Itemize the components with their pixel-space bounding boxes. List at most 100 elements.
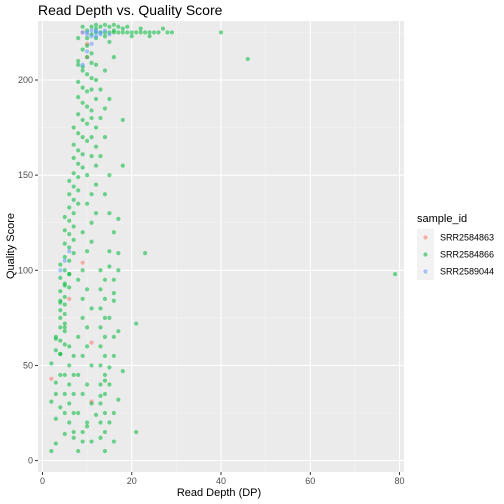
data-point-series-1 bbox=[76, 148, 81, 153]
data-point-series-1 bbox=[71, 391, 76, 397]
data-point-series-1 bbox=[62, 311, 67, 317]
data-point-series-1 bbox=[71, 372, 76, 378]
data-point-series-1 bbox=[89, 192, 94, 197]
data-point-series-1 bbox=[49, 448, 54, 454]
data-point-series-1 bbox=[102, 378, 108, 383]
data-point-series-1 bbox=[169, 30, 175, 35]
data-point-series-1 bbox=[93, 412, 99, 418]
data-point-series-1 bbox=[93, 62, 99, 67]
data-point-series-1 bbox=[80, 268, 85, 273]
data-point-series-1 bbox=[102, 296, 108, 301]
data-point-series-1 bbox=[84, 201, 90, 206]
x-axis-title: Read Depth (DP) bbox=[177, 487, 261, 499]
data-point-series-1 bbox=[76, 188, 81, 193]
data-point-series-1 bbox=[71, 429, 76, 435]
data-point-series-1 bbox=[107, 315, 112, 320]
data-point-series-1 bbox=[102, 391, 108, 397]
data-point-series-1 bbox=[71, 251, 76, 256]
legend-label-1: SRR2584866 bbox=[440, 250, 494, 260]
data-point-series-1 bbox=[80, 152, 85, 157]
data-point-series-1 bbox=[120, 117, 125, 123]
data-point-series-1 bbox=[116, 30, 121, 35]
data-point-series-1 bbox=[143, 251, 148, 256]
data-point-series-1 bbox=[98, 24, 103, 29]
data-point-series-1 bbox=[49, 399, 54, 404]
y-tick-label: 50 bbox=[23, 360, 33, 370]
data-point-series-1 bbox=[116, 329, 121, 334]
data-point-series-1 bbox=[76, 161, 81, 166]
data-point-series-1 bbox=[84, 424, 90, 429]
data-point-series-1 bbox=[89, 306, 94, 311]
data-point-series-1 bbox=[67, 245, 72, 250]
data-point-series-1 bbox=[134, 429, 139, 435]
data-point-series-1 bbox=[84, 325, 90, 330]
data-point-series-1 bbox=[58, 325, 63, 330]
data-point-series-1 bbox=[62, 321, 67, 326]
data-point-series-1 bbox=[93, 77, 99, 83]
data-point-series-1 bbox=[134, 30, 139, 35]
data-point-series-1 bbox=[93, 144, 99, 149]
data-point-series-1 bbox=[67, 271, 72, 277]
data-point-series-2 bbox=[67, 249, 72, 254]
data-point-series-2 bbox=[80, 62, 85, 67]
data-point-series-1 bbox=[111, 298, 116, 303]
y-tick-label: 200 bbox=[18, 75, 33, 85]
x-tick-label: 60 bbox=[305, 476, 315, 486]
data-point-series-1 bbox=[102, 106, 108, 111]
data-point-series-1 bbox=[93, 125, 99, 130]
data-point-series-1 bbox=[58, 351, 63, 357]
x-tick-label: 40 bbox=[216, 476, 226, 486]
data-point-series-1 bbox=[102, 277, 108, 282]
data-point-series-1 bbox=[84, 138, 90, 143]
data-point-series-1 bbox=[71, 237, 76, 242]
data-point-series-1 bbox=[98, 393, 103, 398]
y-axis-title: Quality Score bbox=[5, 213, 17, 279]
data-point-series-1 bbox=[67, 205, 72, 210]
x-axis-ticks: 0 20 40 60 80 bbox=[40, 472, 405, 486]
data-point-series-1 bbox=[62, 241, 67, 246]
data-point-series-1 bbox=[138, 30, 143, 35]
data-point-series-1 bbox=[102, 372, 108, 378]
data-point-series-1 bbox=[80, 47, 85, 52]
data-point-series-1 bbox=[102, 22, 108, 27]
data-point-series-1 bbox=[120, 26, 125, 31]
legend-title: sample_id bbox=[417, 213, 467, 225]
legend: sample_id SRR2584863 SRR2584866 SRR2589044 bbox=[417, 213, 494, 280]
data-point-series-1 bbox=[84, 121, 90, 126]
data-point-series-1 bbox=[102, 315, 108, 320]
data-point-series-1 bbox=[58, 262, 63, 267]
data-point-series-1 bbox=[89, 134, 94, 140]
y-axis-ticks: 0 50 100 150 200 bbox=[18, 75, 38, 466]
data-point-series-1 bbox=[76, 277, 81, 282]
x-tick-label: 80 bbox=[395, 476, 405, 486]
data-point-series-1 bbox=[71, 125, 76, 130]
data-point-series-1 bbox=[89, 115, 94, 121]
legend-label-2: SRR2589044 bbox=[440, 267, 494, 277]
data-point-series-1 bbox=[80, 85, 85, 90]
data-point-series-1 bbox=[62, 325, 67, 330]
data-point-series-2 bbox=[89, 41, 94, 46]
data-point-series-1 bbox=[107, 365, 112, 370]
y-tick-label: 150 bbox=[18, 170, 33, 180]
data-point-series-1 bbox=[102, 353, 108, 359]
data-point-series-1 bbox=[102, 410, 108, 416]
data-point-series-1 bbox=[89, 401, 94, 406]
data-point-series-1 bbox=[67, 285, 72, 290]
data-point-series-1 bbox=[62, 294, 67, 300]
data-point-series-1 bbox=[58, 338, 63, 343]
data-point-series-1 bbox=[107, 39, 112, 45]
data-point-series-2 bbox=[58, 268, 63, 273]
data-point-series-1 bbox=[89, 439, 94, 444]
data-point-series-1 bbox=[62, 228, 67, 233]
data-point-series-0 bbox=[89, 340, 94, 345]
legend-label-0: SRR2584863 bbox=[440, 233, 494, 243]
data-point-series-1 bbox=[98, 154, 103, 159]
data-point-series-1 bbox=[116, 216, 121, 222]
data-point-series-1 bbox=[84, 420, 90, 425]
data-point-series-1 bbox=[107, 420, 112, 425]
data-point-series-0 bbox=[80, 260, 85, 265]
data-point-series-1 bbox=[76, 79, 81, 84]
data-point-series-1 bbox=[102, 334, 108, 339]
data-point-series-1 bbox=[80, 68, 85, 73]
data-point-series-1 bbox=[80, 117, 85, 123]
